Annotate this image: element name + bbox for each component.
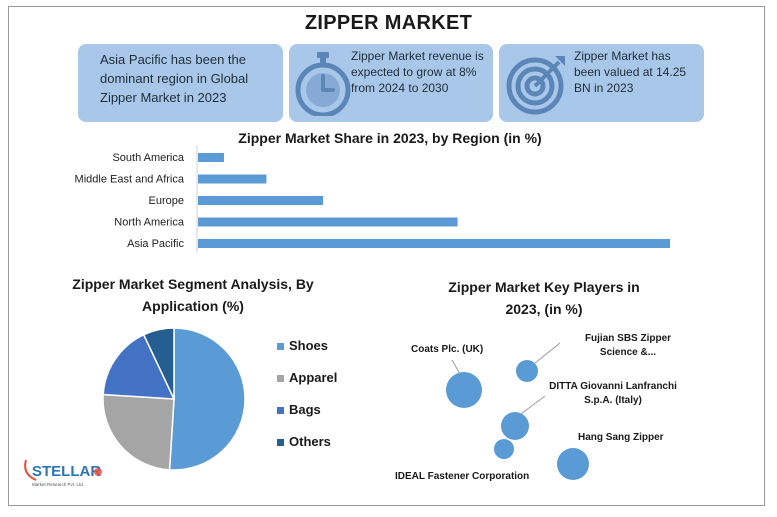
bar-1 bbox=[198, 174, 267, 184]
legend-label: Shoes bbox=[289, 338, 329, 353]
svg-text:Market Research Pvt. Ltd.: Market Research Pvt. Ltd. bbox=[32, 482, 84, 487]
bubble-label-fujian: Fujian SBS Zipper Science &... bbox=[584, 333, 672, 358]
info-card-text: Zipper Market revenue is expected to gro… bbox=[351, 49, 484, 95]
legend-label: Apparel bbox=[289, 370, 338, 385]
page-title: ZIPPER MARKET bbox=[304, 12, 473, 34]
pie-chart bbox=[102, 327, 246, 471]
legend-label: Bags bbox=[289, 402, 321, 417]
legend-swatch bbox=[277, 375, 284, 382]
info-card-region: Asia Pacific has been the dominant regio… bbox=[78, 44, 283, 122]
legend-swatch bbox=[277, 343, 284, 350]
pie-slice-apparel bbox=[102, 393, 175, 471]
bar-category-label: South America bbox=[112, 152, 184, 164]
leader-line bbox=[520, 395, 546, 415]
stellar-logo-mark: STELLAR Market Research Pvt. Ltd. bbox=[24, 459, 102, 487]
target-icon bbox=[506, 56, 565, 115]
bubble-4 bbox=[557, 448, 589, 480]
bubble-label-ideal: IDEAL Fastener Corporation bbox=[395, 471, 530, 482]
legend-swatch bbox=[277, 439, 284, 446]
bubble-label-hangsang: Hang Sang Zipper bbox=[578, 432, 664, 443]
stopwatch-icon bbox=[295, 52, 351, 116]
legend-label: Others bbox=[289, 434, 331, 449]
bubble-2 bbox=[501, 412, 529, 440]
pie-chart-title: Zipper Market Segment Analysis, By Appli… bbox=[72, 276, 314, 314]
bar-0 bbox=[198, 153, 224, 162]
bar-chart-title: Zipper Market Share in 2023, by Region (… bbox=[238, 130, 542, 146]
bubble-label-coats: Coats Plc. (UK) bbox=[411, 344, 484, 355]
bubble-3 bbox=[494, 439, 514, 459]
leader-line bbox=[534, 342, 561, 364]
bar-category-label: North America bbox=[114, 217, 185, 229]
bubble-chart-title: Zipper Market Key Players in 2023, (in %… bbox=[448, 279, 640, 317]
legend-swatch bbox=[277, 407, 284, 414]
pie-slice-bags bbox=[102, 333, 176, 400]
info-card-value: Zipper Market has been valued at 14.25 B… bbox=[499, 44, 704, 122]
stellar-logo: STELLAR Market Research Pvt. Ltd. bbox=[18, 450, 108, 495]
pie-slice-shoes bbox=[168, 327, 246, 471]
leader-line bbox=[451, 359, 461, 375]
info-card-growth: Zipper Market revenue is expected to gro… bbox=[289, 44, 493, 122]
svg-text:STELLAR: STELLAR bbox=[32, 463, 101, 480]
bar-category-label: Asia Pacific bbox=[127, 238, 184, 250]
bar-2 bbox=[198, 196, 324, 205]
pie-slice-others bbox=[142, 327, 175, 400]
bubble-label-ditta: DITTA Giovanni Lanfranchi S.p.A. (Italy) bbox=[549, 381, 677, 406]
info-card-text: Zipper Market has been valued at 14.25 B… bbox=[574, 49, 687, 95]
bar-category-label: Middle East and Africa bbox=[75, 174, 185, 186]
bar-4 bbox=[198, 239, 670, 248]
bubble-0 bbox=[446, 372, 482, 408]
bar-3 bbox=[198, 217, 458, 227]
bubble-1 bbox=[516, 360, 538, 382]
bar-chart: South America Middle East and Africa Europ… bbox=[75, 145, 670, 253]
bar-category-label: Europe bbox=[149, 195, 184, 207]
infographic-frame bbox=[8, 6, 765, 506]
info-card-text: Asia Pacific has been the dominant regio… bbox=[100, 52, 249, 105]
